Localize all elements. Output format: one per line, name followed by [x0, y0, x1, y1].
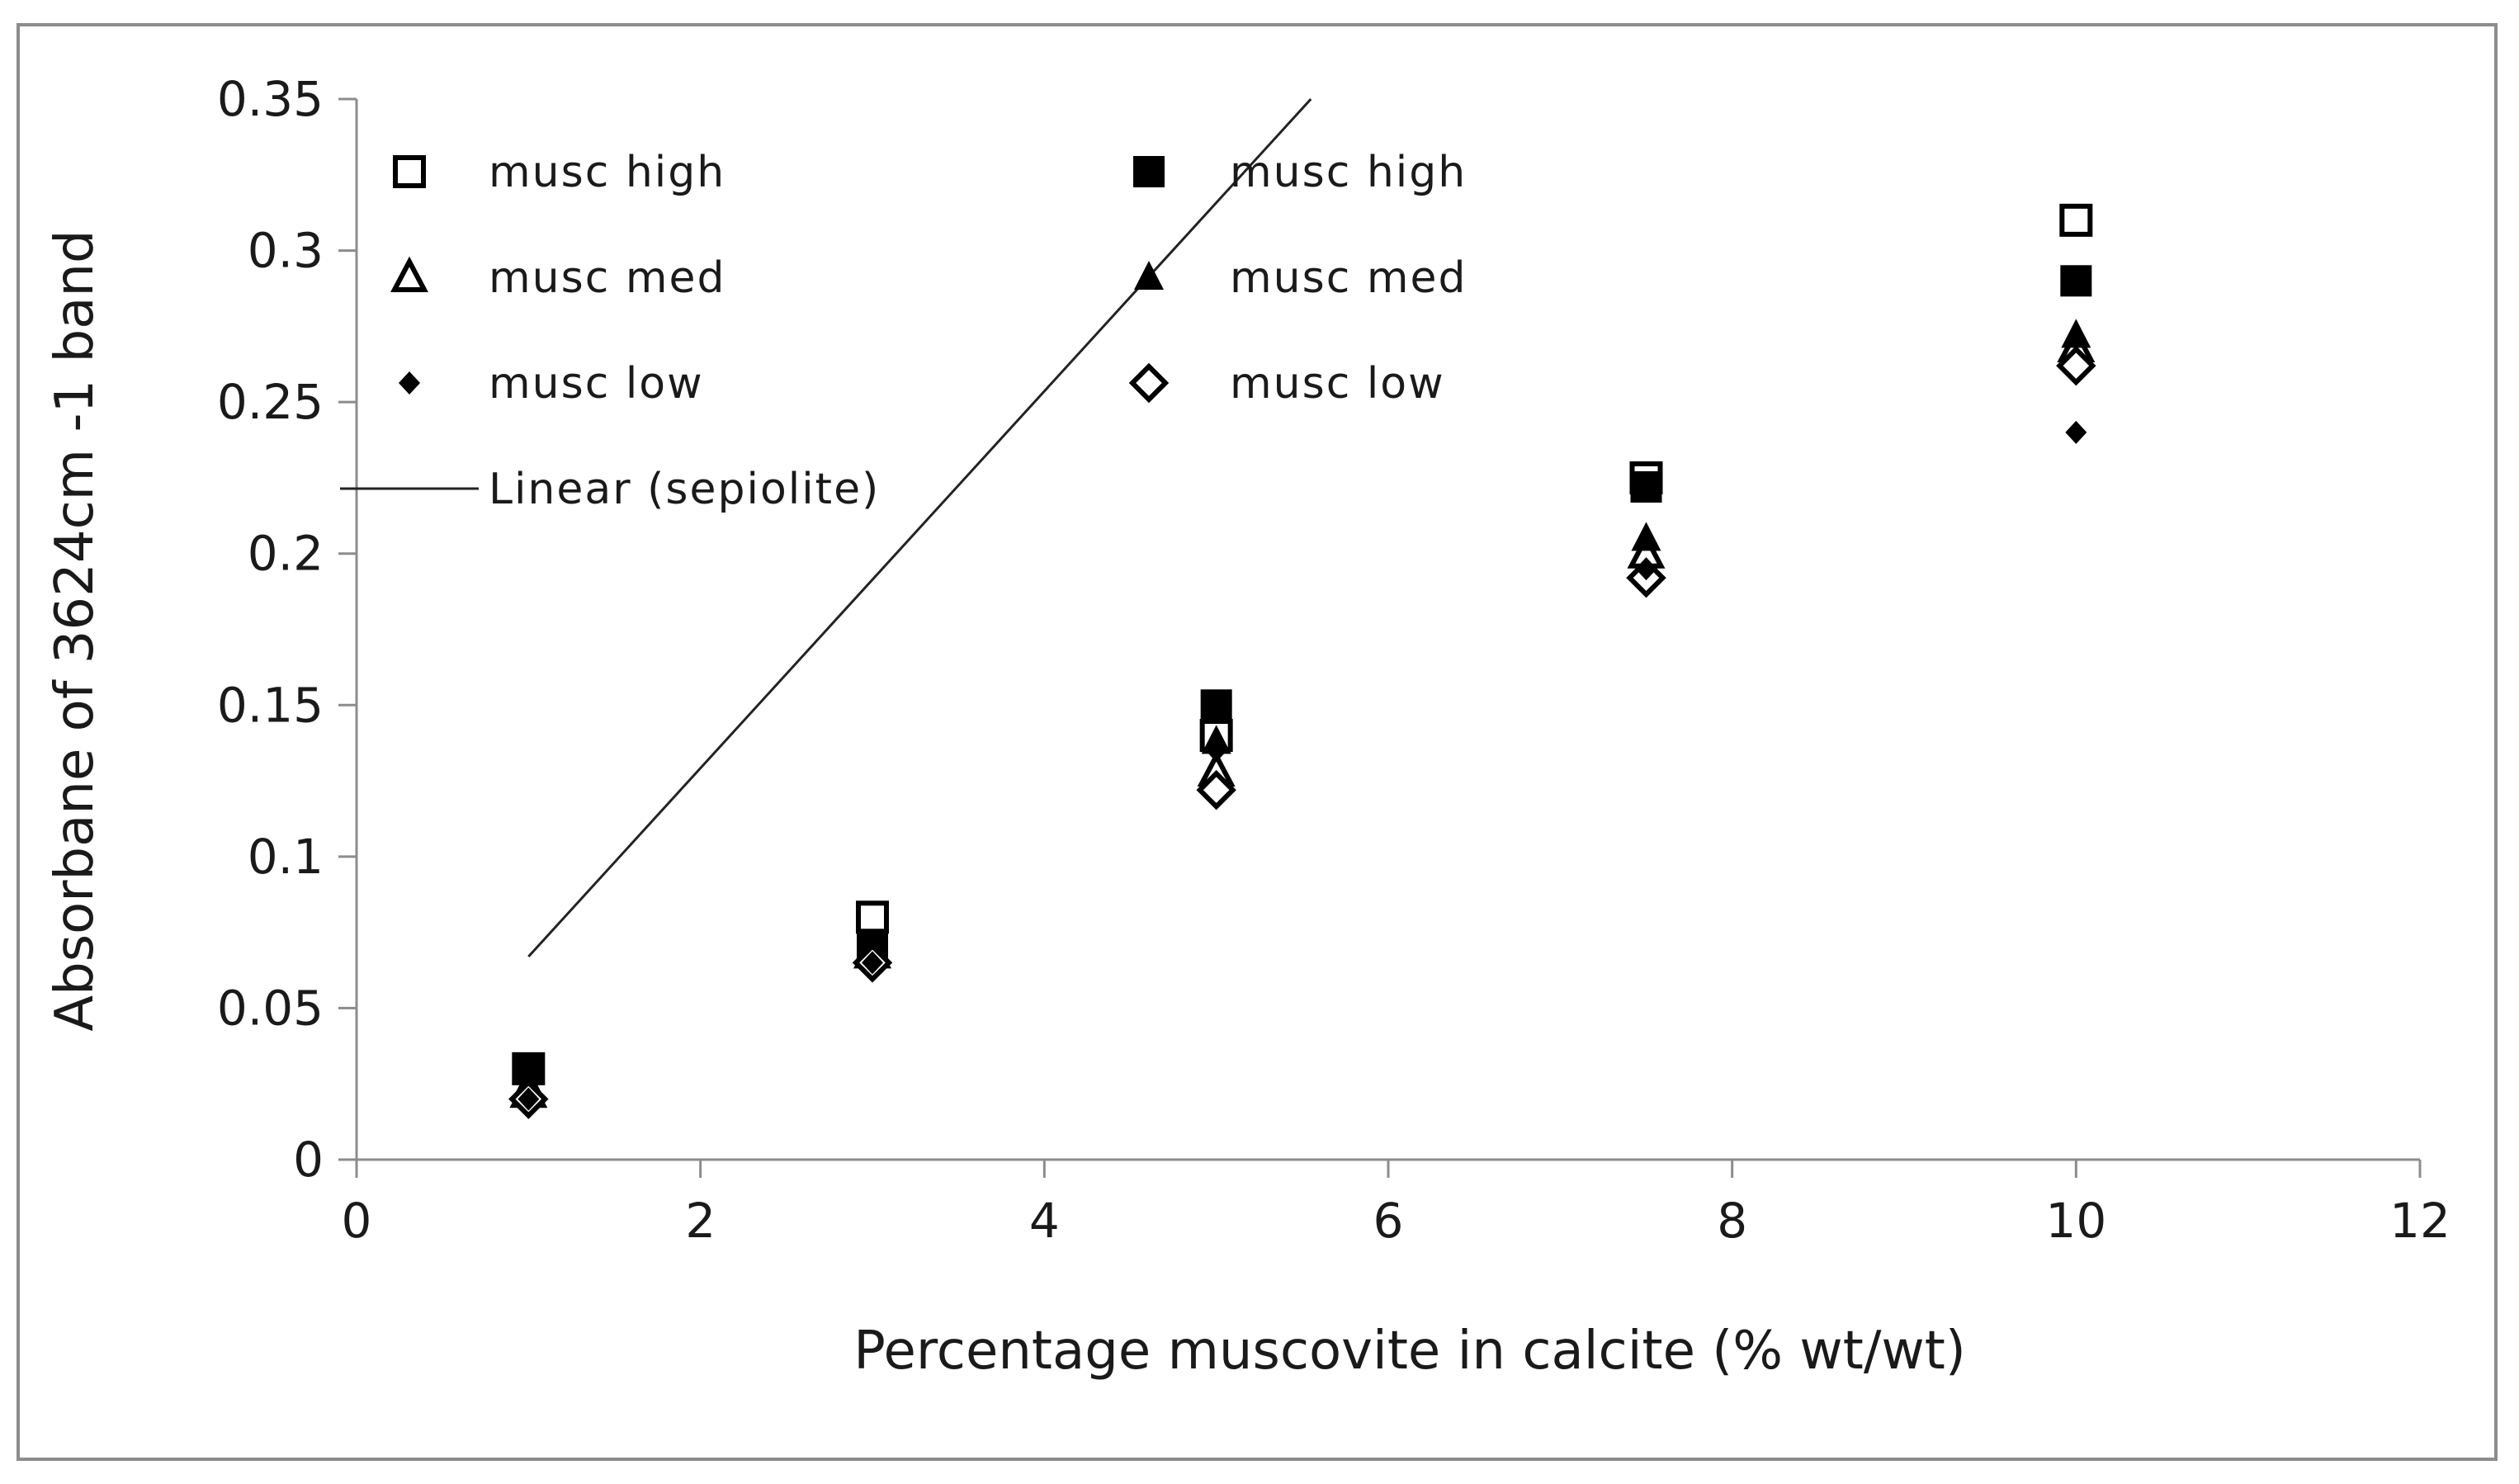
y-tick-label: 0.05 [217, 980, 324, 1036]
y-tick-label: 0.1 [248, 829, 324, 885]
data-point-square-filled [1200, 689, 1232, 721]
legend-label: musc high [489, 148, 725, 197]
y-axis-title: Absorbane of 3624cm -1 band [45, 229, 106, 1031]
y-tick-label: 0.35 [217, 71, 324, 127]
data-point-square-filled [2060, 265, 2092, 297]
x-tick-label: 0 [342, 1193, 372, 1249]
y-tick-label: 0.15 [217, 677, 324, 733]
data-point-diamond-small-filled [518, 1087, 540, 1111]
x-axis-title: Percentage muscovite in calcite (% wt/wt… [853, 1321, 1966, 1382]
legend-marker-triangle-open [390, 256, 428, 292]
x-tick-label: 12 [2389, 1193, 2450, 1249]
x-tick-label: 6 [1373, 1193, 1404, 1249]
x-tick-label: 8 [1717, 1193, 1747, 1249]
data-point-diamond-small-filled [1635, 557, 1657, 581]
data-point-diamond-small-filled [1205, 739, 1227, 763]
x-tick-label: 4 [1029, 1193, 1060, 1249]
data-point-diamond-open [2056, 345, 2096, 386]
data-point-diamond-small-filled [2065, 420, 2087, 444]
chart-frame [17, 23, 2498, 1461]
y-tick-label: 0.25 [217, 374, 324, 430]
trendline [527, 97, 1312, 958]
data-point-diamond-small-filled [862, 951, 883, 975]
legend-label: musc high [1230, 148, 1467, 197]
legend-label: musc low [1230, 359, 1445, 409]
legend-marker-diamond-small-filled [399, 371, 420, 395]
x-tick-label: 10 [2045, 1193, 2106, 1249]
x-tick-label: 2 [685, 1193, 716, 1249]
legend-marker-square-filled [1133, 156, 1165, 187]
data-point-square-open [2059, 203, 2093, 237]
data-point-diamond-open [1196, 769, 1236, 811]
data-point-triangle-filled [2061, 319, 2091, 348]
legend-label: musc low [489, 359, 704, 409]
y-tick-label: 0 [293, 1132, 324, 1188]
legend-label: Linear (sepiolite) [489, 465, 880, 514]
legend: musc high musc med musc low musc high musc m… [340, 148, 1467, 514]
data-point-triangle-filled [1631, 522, 1661, 551]
y-tick-label: 0.2 [248, 526, 324, 582]
data-point-square-filled [1630, 470, 1662, 503]
y-tick-label: 0.3 [248, 223, 324, 279]
legend-label: musc med [1230, 253, 1467, 303]
legend-marker-diamond-open [1128, 362, 1170, 404]
data-points [508, 203, 2096, 1119]
data-point-square-open [856, 900, 889, 934]
axes [338, 97, 2422, 1178]
trendline-layer [527, 97, 1312, 958]
tick-labels: 0 0.05 0.1 0.15 0.2 0.25 0.3 0.35 0 2 4 6 8 10 12 [217, 71, 2450, 1249]
legend-marker-square-open [393, 155, 426, 188]
legend-marker-triangle-filled [1134, 261, 1164, 290]
legend-label: musc med [489, 253, 725, 303]
